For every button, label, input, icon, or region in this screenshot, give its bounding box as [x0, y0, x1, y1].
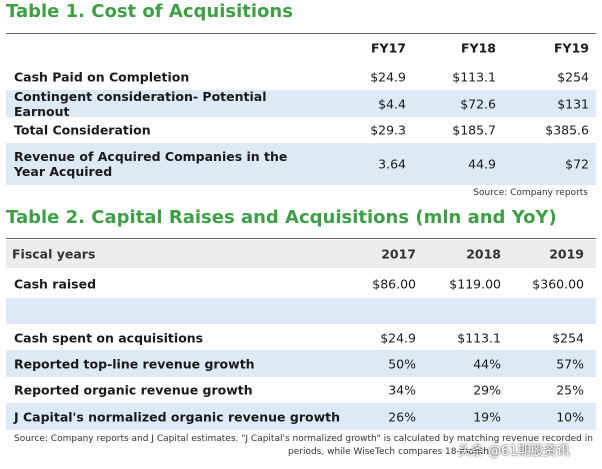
cell-value: 29%: [473, 382, 501, 397]
table-row: Revenue of Acquired Companies in the Yea…: [6, 143, 596, 185]
row-label: Cash Paid on Completion: [14, 69, 190, 85]
cell-value: $254: [552, 330, 584, 345]
column-header: 2018: [466, 246, 501, 262]
column-header: FY18: [461, 40, 496, 56]
cell-value: $113.1: [452, 69, 496, 85]
cell-value: $24.9: [380, 330, 416, 345]
column-header: FY17: [371, 40, 406, 56]
cell-value: 19%: [473, 409, 501, 424]
cell-value: $24.9: [370, 69, 406, 85]
cell-value: $4.4: [378, 96, 406, 111]
cell-value: 44.9: [468, 156, 496, 172]
table-row: Total Consideration $29.3 $185.7 $385.6: [6, 117, 596, 143]
cell-value: 3.64: [378, 156, 406, 172]
cell-value: 10%: [556, 409, 584, 424]
cell-value: 26%: [388, 409, 416, 424]
table-title: Table 2. Capital Raises and Acquisitions…: [6, 207, 557, 228]
row-label: Total Consideration: [14, 122, 151, 138]
table-row: Cash Paid on Completion $24.9 $113.1 $254: [6, 64, 596, 90]
cell-value: $86.00: [372, 276, 416, 291]
row-label: Cash raised: [14, 276, 97, 291]
rule: [6, 238, 596, 239]
row-label: J Capital's normalized organic revenue g…: [14, 409, 340, 424]
source: Source: Company reports: [473, 188, 588, 198]
footnote: Source: Company reports and J Capital es…: [14, 434, 593, 444]
cell-value: $72: [565, 156, 589, 172]
footnote: periods, while WiseTech compares 18-mont…: [288, 447, 489, 457]
row-label: Reported organic revenue growth: [14, 382, 253, 397]
table-row: Cash spent on acquisitions $24.9 $113.1 $25…: [6, 324, 596, 351]
column-header: 2019: [549, 246, 584, 262]
header-row: Fiscal years 2017 2018 2019: [6, 240, 596, 268]
cell-value: $185.7: [452, 122, 496, 138]
table-row: Contingent consideration- Potential Earn…: [6, 88, 596, 119]
cell-value: $131: [557, 96, 589, 111]
cell-value: 44%: [473, 356, 501, 371]
cell-value: 34%: [388, 382, 416, 397]
table-row: Reported top-line revenue growth 50% 44% 57…: [6, 350, 596, 377]
cell-value: $113.1: [457, 330, 501, 345]
cell-value: $254: [557, 69, 589, 85]
row-label: Cash spent on acquisitions: [14, 330, 204, 345]
table-row: J Capital's normalized organic revenue g…: [6, 403, 596, 430]
table-row: Reported organic revenue growth 34% 29% 25%: [6, 376, 596, 403]
table-row: Cash raised $86.00 $119.00 $360.00: [6, 270, 596, 297]
cell-value: 25%: [556, 382, 584, 397]
cell-value: $29.3: [370, 122, 406, 138]
row-label: Revenue of Acquired Companies in the Yea…: [14, 149, 288, 179]
row-label: Contingent consideration- Potential Earn…: [14, 88, 267, 119]
column-header: 2017: [381, 246, 416, 262]
header-row: FY17 FY18 FY19: [6, 35, 596, 61]
cell-value: $72.6: [460, 96, 496, 111]
column-header: FY19: [554, 40, 589, 56]
table-title: Table 1. Cost of Acquisitions: [6, 1, 293, 22]
cell-value: $385.6: [545, 122, 589, 138]
rule: [6, 33, 596, 34]
watermark: 头条 @61期股资讯: [458, 444, 570, 459]
row-label: Reported top-line revenue growth: [14, 356, 255, 371]
spacer-row: [6, 298, 596, 324]
cell-value: 57%: [556, 356, 584, 371]
column-header: Fiscal years: [12, 246, 96, 262]
cell-value: $119.00: [449, 276, 501, 291]
cell-value: $360.00: [532, 276, 584, 291]
cell-value: 50%: [388, 356, 416, 371]
